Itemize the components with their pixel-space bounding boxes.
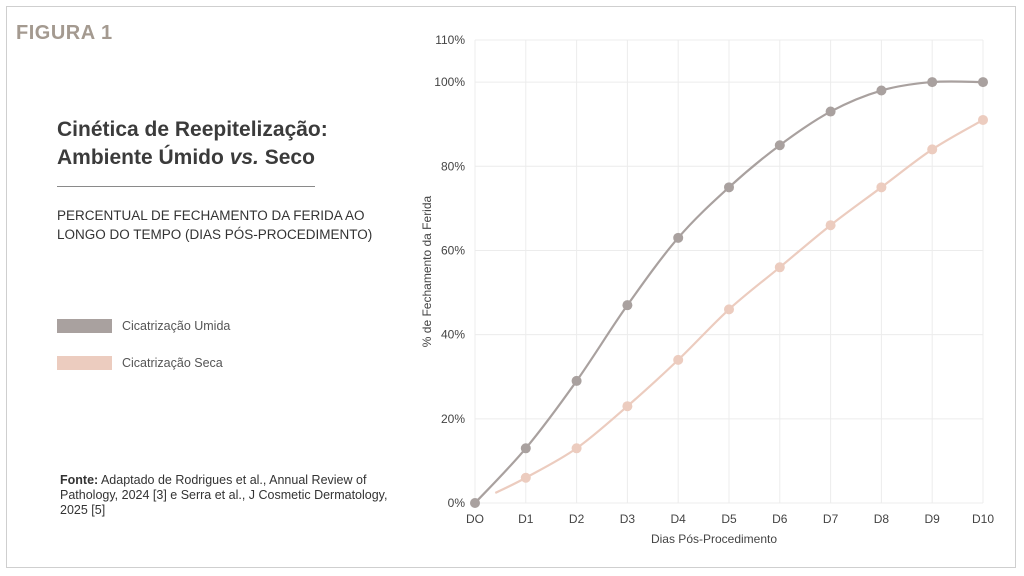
source-label: Fonte: bbox=[60, 473, 99, 487]
x-tick-label: D4 bbox=[671, 512, 687, 526]
title-divider bbox=[57, 186, 315, 187]
legend-label-dry: Cicatrização Seca bbox=[122, 356, 223, 370]
x-tick-label: D1 bbox=[518, 512, 534, 526]
data-point bbox=[876, 182, 887, 193]
y-tick-label: 80% bbox=[441, 159, 465, 173]
series-line-2 bbox=[494, 119, 984, 494]
x-tick-label: D9 bbox=[925, 512, 941, 526]
data-point bbox=[673, 232, 684, 243]
data-point bbox=[622, 300, 633, 311]
data-point bbox=[520, 472, 531, 483]
title-line-2-start: Ambiente Úmido bbox=[57, 146, 230, 169]
data-point bbox=[825, 220, 836, 231]
source-text: Adaptado de Rodrigues et al., Annual Rev… bbox=[60, 473, 388, 517]
x-tick-label: D6 bbox=[772, 512, 788, 526]
legend-item-dry: Cicatrização Seca bbox=[57, 355, 223, 371]
y-tick-label: 0% bbox=[448, 496, 466, 510]
y-tick-label: 100% bbox=[434, 75, 465, 89]
x-tick-label: D2 bbox=[569, 512, 585, 526]
data-point bbox=[520, 443, 531, 454]
data-point bbox=[470, 498, 480, 508]
y-tick-label: 60% bbox=[441, 243, 465, 257]
y-tick-label: 40% bbox=[441, 328, 465, 342]
data-point bbox=[876, 85, 887, 96]
source-note: Fonte: Adaptado de Rodrigues et al., Ann… bbox=[60, 473, 395, 518]
figure-label: FIGURA 1 bbox=[16, 22, 113, 44]
data-point bbox=[927, 144, 938, 155]
data-point bbox=[927, 77, 938, 88]
x-tick-label: D7 bbox=[823, 512, 839, 526]
data-point bbox=[724, 304, 734, 315]
chart-title: Cinética de Reepitelização: Ambiente Úmi… bbox=[57, 116, 357, 172]
data-point bbox=[774, 140, 785, 151]
data-point bbox=[774, 262, 785, 273]
title-line-2-versus: vs. bbox=[229, 146, 259, 169]
data-point bbox=[825, 106, 836, 117]
data-point bbox=[673, 354, 684, 365]
legend-swatch-dry bbox=[57, 356, 112, 370]
x-tick-label: D3 bbox=[620, 512, 636, 526]
data-point bbox=[978, 77, 988, 88]
title-line-1: Cinética de Reepitelização: bbox=[57, 118, 328, 141]
x-tick-label: D8 bbox=[874, 512, 890, 526]
data-point bbox=[571, 443, 582, 454]
legend-swatch-moist bbox=[57, 319, 112, 333]
figure-frame bbox=[6, 6, 1016, 568]
legend-item-moist: Cicatrização Umida bbox=[57, 318, 230, 334]
data-point bbox=[724, 182, 734, 193]
x-tick-label: DO bbox=[466, 512, 484, 526]
x-axis-title: Dias Pós-Procedimento bbox=[651, 532, 777, 546]
x-tick-label: D10 bbox=[972, 512, 994, 526]
title-line-2-end: Seco bbox=[258, 146, 315, 169]
series-line-1 bbox=[474, 80, 984, 504]
y-tick-label: 20% bbox=[441, 412, 465, 426]
chart-subtitle: PERCENTUAL DE FECHAMENTO DA FERIDA AO LO… bbox=[57, 208, 373, 242]
data-point bbox=[622, 401, 633, 412]
y-tick-label: 110% bbox=[435, 33, 465, 47]
legend-label-moist: Cicatrização Umida bbox=[122, 319, 231, 333]
data-point bbox=[978, 114, 988, 125]
data-point bbox=[571, 375, 582, 386]
x-tick-label: D5 bbox=[721, 512, 737, 526]
y-axis-title: % de Fechamento da Ferida bbox=[420, 195, 434, 347]
